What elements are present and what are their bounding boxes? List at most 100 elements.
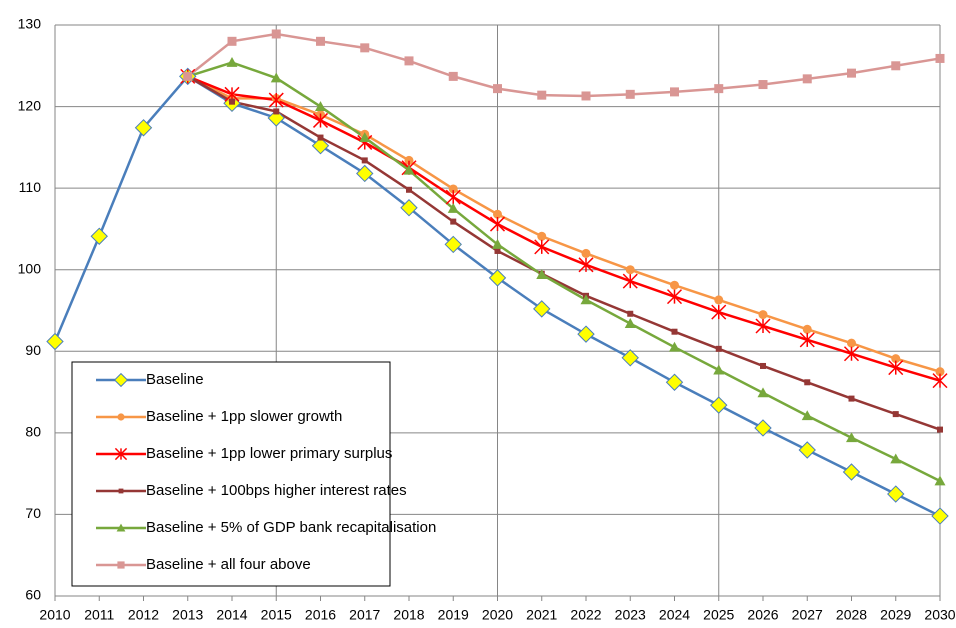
- marker: [311, 137, 330, 155]
- marker: [488, 269, 507, 287]
- marker: [578, 257, 594, 273]
- marker: [799, 332, 815, 348]
- marker: [403, 164, 415, 175]
- x-tick-label: 2025: [703, 607, 734, 623]
- marker: [533, 300, 551, 318]
- marker: [118, 488, 124, 494]
- x-tick-label: 2010: [39, 607, 70, 623]
- marker: [627, 310, 634, 317]
- legend-text: Baseline + all four above: [146, 556, 311, 573]
- marker: [114, 447, 128, 461]
- marker: [116, 523, 126, 532]
- marker: [935, 367, 945, 377]
- marker: [113, 372, 129, 388]
- x-tick-label: 2028: [836, 607, 867, 623]
- marker: [359, 132, 371, 142]
- marker: [888, 360, 904, 376]
- marker: [267, 109, 285, 127]
- x-tick-label: 2019: [438, 607, 469, 623]
- marker: [360, 43, 370, 53]
- marker: [846, 432, 857, 443]
- marker: [581, 91, 591, 101]
- marker: [931, 507, 949, 525]
- x-tick-label: 2011: [84, 607, 114, 623]
- marker: [715, 345, 722, 352]
- marker: [494, 247, 501, 254]
- marker: [887, 485, 905, 503]
- x-tick-label: 2016: [305, 607, 336, 623]
- marker: [361, 157, 368, 164]
- marker: [445, 189, 461, 205]
- marker: [714, 295, 724, 305]
- marker: [714, 84, 724, 94]
- marker: [489, 216, 506, 232]
- marker: [890, 453, 902, 464]
- marker: [315, 101, 326, 111]
- marker: [804, 379, 811, 386]
- series-line: [186, 32, 941, 98]
- y-tick-label: 130: [18, 16, 42, 32]
- marker: [842, 463, 861, 481]
- marker: [117, 561, 125, 569]
- marker: [671, 328, 678, 335]
- marker: [670, 87, 679, 97]
- marker: [802, 324, 812, 334]
- marker: [625, 265, 635, 275]
- marker: [90, 227, 108, 245]
- marker: [268, 92, 284, 108]
- marker: [536, 269, 548, 280]
- marker: [270, 72, 282, 83]
- x-tick-label: 2013: [172, 607, 203, 623]
- x-tick-label: 2022: [570, 607, 601, 623]
- marker: [934, 475, 946, 486]
- marker: [847, 338, 856, 348]
- marker: [754, 419, 772, 437]
- marker: [273, 108, 280, 115]
- marker: [183, 71, 193, 81]
- marker: [493, 209, 502, 219]
- marker: [665, 373, 684, 391]
- marker: [581, 248, 591, 258]
- marker: [580, 294, 592, 305]
- marker: [493, 84, 502, 94]
- marker: [710, 396, 728, 414]
- marker: [227, 36, 237, 46]
- marker: [229, 98, 235, 105]
- marker: [713, 364, 725, 375]
- y-tick-label: 120: [18, 97, 42, 113]
- marker: [117, 413, 125, 421]
- marker: [316, 36, 325, 46]
- legend-text: Baseline: [146, 371, 204, 388]
- marker: [757, 387, 769, 398]
- marker: [404, 155, 414, 165]
- marker: [537, 231, 547, 241]
- marker: [625, 89, 635, 99]
- marker: [624, 318, 636, 328]
- y-tick-label: 60: [25, 587, 41, 603]
- marker: [312, 112, 329, 128]
- legend-text: Baseline + 1pp slower growth: [146, 408, 342, 425]
- marker: [448, 71, 458, 81]
- marker: [666, 289, 683, 305]
- marker: [669, 341, 680, 352]
- marker: [356, 164, 374, 183]
- marker: [404, 56, 414, 66]
- series-line: [187, 75, 941, 431]
- marker: [46, 332, 64, 351]
- marker: [798, 441, 816, 459]
- marker: [711, 304, 727, 320]
- y-tick-label: 100: [18, 260, 42, 276]
- legend-text: Baseline + 100bps higher interest rates: [146, 482, 407, 499]
- marker: [134, 119, 153, 137]
- marker: [758, 310, 768, 320]
- series-line: [187, 75, 941, 382]
- marker: [801, 410, 813, 421]
- y-tick-label: 90: [25, 342, 41, 358]
- marker: [891, 354, 901, 364]
- marker: [534, 239, 550, 255]
- marker: [444, 235, 462, 254]
- marker: [847, 68, 856, 78]
- legend-text: Baseline + 1pp lower primary surplus: [146, 445, 392, 462]
- marker: [492, 238, 503, 249]
